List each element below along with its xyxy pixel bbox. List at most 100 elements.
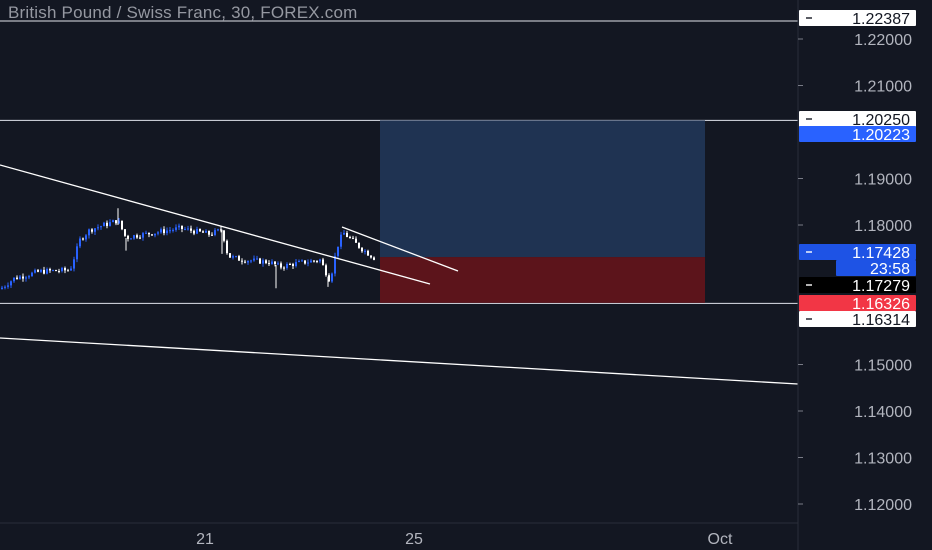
price-tick-label: 1.21000 <box>854 79 912 96</box>
price-tick-label: 1.18000 <box>854 218 912 235</box>
candle-body <box>316 260 318 262</box>
candle-body <box>337 246 339 256</box>
candle-body <box>175 227 177 230</box>
candle-body <box>358 242 360 248</box>
candle-body <box>211 234 213 236</box>
candle-body <box>76 246 78 260</box>
candle-body <box>43 269 45 274</box>
candle-body <box>343 232 345 235</box>
candle-body <box>16 277 18 280</box>
candle-body <box>292 264 294 267</box>
price-tag-box <box>799 295 916 311</box>
candle-body <box>208 230 210 235</box>
candle-body <box>205 230 207 233</box>
candle-body <box>373 257 375 260</box>
candle-body <box>67 270 69 272</box>
price-tag-box <box>836 260 916 276</box>
trendlines <box>0 164 799 385</box>
candle-body <box>310 260 312 263</box>
candle-body <box>250 260 252 262</box>
candle-body <box>82 238 84 240</box>
candle-body <box>124 229 126 236</box>
candle-body <box>295 262 297 267</box>
price-tag-label: 1.17279 <box>852 278 910 295</box>
candle-body <box>136 235 138 238</box>
price-tag-label: 1.22387 <box>852 11 910 28</box>
price-tick-label: 1.13000 <box>854 451 912 468</box>
candle-body <box>238 256 240 261</box>
candle-body <box>214 230 216 236</box>
price-tag-label: 1.16326 <box>852 296 910 313</box>
candle-body <box>154 233 156 236</box>
candle-body <box>286 263 288 269</box>
candle-body <box>319 259 321 262</box>
long-position-tool <box>380 120 705 303</box>
candle-body <box>268 263 270 265</box>
candle-body <box>289 263 291 265</box>
candle-body <box>58 271 60 273</box>
candle-body <box>94 228 96 232</box>
candle-body <box>247 261 249 263</box>
candle-body <box>109 222 111 226</box>
candle-body <box>172 229 174 231</box>
candle-body <box>298 260 300 263</box>
candle-body <box>112 220 114 223</box>
candle-body <box>280 263 282 268</box>
candle-body <box>163 229 165 234</box>
price-tag-label: 1.16314 <box>852 312 910 329</box>
candle-body <box>10 281 12 286</box>
profit-zone <box>380 120 705 258</box>
candle-body <box>349 237 351 239</box>
candle-body <box>307 262 309 264</box>
candle-body <box>346 232 348 238</box>
price-tag-label: 1.20223 <box>852 127 910 144</box>
candle-body <box>166 230 168 234</box>
candle-body <box>1 287 3 290</box>
candle-body <box>157 232 159 234</box>
candle-body <box>85 235 87 240</box>
candle-body <box>145 232 147 234</box>
price-tick-label: 1.19000 <box>854 172 912 189</box>
price-tag-label: 1.17428 <box>852 245 910 262</box>
candle-body <box>181 225 183 229</box>
candle-body <box>274 261 276 265</box>
time-axis: 21 25 Oct <box>0 522 798 548</box>
candle-body <box>331 273 333 282</box>
candle-body <box>352 237 354 239</box>
candle-body <box>55 270 57 272</box>
candle-body <box>328 275 330 282</box>
candle-body <box>49 269 51 271</box>
candle-body <box>361 247 363 252</box>
long-term-trendline <box>0 337 799 385</box>
price-tick-label: 1.22000 <box>854 32 912 49</box>
candle-body <box>370 255 372 258</box>
candle-body <box>178 225 180 228</box>
candles <box>1 208 375 290</box>
candle-body <box>133 235 135 239</box>
candle-body <box>127 235 129 239</box>
candle-body <box>25 277 27 279</box>
chart-title: British Pound / Swiss Franc, 30, FOREX.c… <box>8 3 358 22</box>
candle-body <box>226 240 228 254</box>
loss-zone <box>380 257 705 303</box>
candle-body <box>184 228 186 230</box>
candle-body <box>355 238 357 243</box>
candle-body <box>334 255 336 274</box>
candle-body <box>220 229 222 231</box>
upper-trendline <box>0 164 431 285</box>
candle-body <box>277 263 279 265</box>
candle-body <box>13 277 15 282</box>
price-tag-box <box>799 244 916 260</box>
candle-body <box>367 250 369 256</box>
price-tick-label: 1.14000 <box>854 404 912 421</box>
candle-body <box>322 259 324 266</box>
candle-body <box>193 230 195 234</box>
time-tick-label: 25 <box>405 531 423 548</box>
candle-body <box>301 260 303 262</box>
candle-body <box>64 267 66 271</box>
candle-body <box>4 286 6 288</box>
candle-body <box>313 260 315 262</box>
candle-body <box>199 228 201 232</box>
